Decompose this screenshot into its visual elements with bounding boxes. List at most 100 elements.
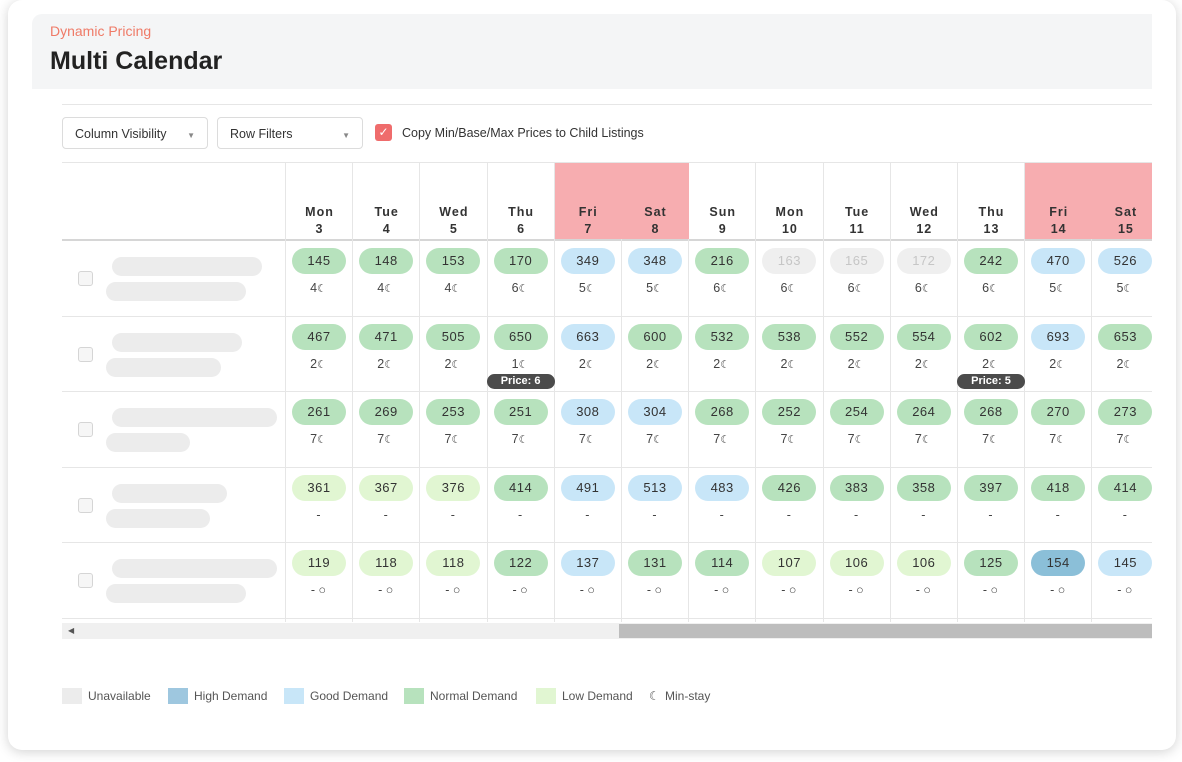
min-stay: 2☾ (1024, 357, 1091, 371)
min-stay: - (352, 508, 419, 522)
price-pill[interactable]: 426 (762, 474, 817, 501)
price-pill[interactable]: 145 (1098, 550, 1152, 576)
row-filters-label: Row Filters (230, 127, 293, 141)
price-pill[interactable]: 118 (359, 550, 414, 576)
price-pill[interactable]: 122 (493, 550, 548, 576)
row-checkbox[interactable] (78, 422, 93, 437)
price-pill[interactable]: 270 (1031, 399, 1086, 425)
price-pill[interactable]: 397 (964, 474, 1018, 501)
day-header[interactable]: Thu 6 (488, 163, 555, 239)
scroll-thumb[interactable] (619, 624, 1152, 638)
price-pill[interactable]: 414 (1098, 474, 1152, 501)
price-pill[interactable]: 106 (896, 550, 951, 576)
price-pill[interactable]: 663 (560, 323, 615, 350)
price-pill[interactable]: 137 (560, 550, 615, 576)
price-pill[interactable]: 251 (493, 399, 548, 425)
price-pill[interactable]: 107 (762, 550, 817, 576)
price-pill[interactable]: 532 (695, 323, 750, 350)
row-checkbox[interactable] (78, 271, 93, 286)
price-pill[interactable]: 252 (762, 399, 817, 425)
day-header[interactable]: Fri 14 (1025, 163, 1093, 239)
price-pill[interactable]: 471 (359, 323, 414, 350)
day-header[interactable]: Wed 5 (420, 163, 487, 239)
listing-subtitle-placeholder (106, 508, 210, 528)
price-pill[interactable]: 367 (359, 474, 414, 501)
price-pill[interactable]: 163 (762, 248, 817, 274)
price-pill[interactable]: 304 (628, 399, 682, 425)
price-pill[interactable]: 253 (426, 399, 481, 425)
price-pill[interactable]: 414 (493, 474, 548, 501)
day-header[interactable]: Tue 11 (824, 163, 891, 239)
price-pill[interactable]: 273 (1098, 399, 1152, 425)
price-pill[interactable]: 216 (695, 248, 750, 274)
price-pill[interactable]: 383 (829, 474, 884, 501)
price-pill[interactable]: 470 (1031, 248, 1086, 274)
price-pill[interactable]: 242 (964, 248, 1018, 274)
price-pill[interactable]: 148 (359, 248, 414, 274)
price-pill[interactable]: 268 (695, 399, 750, 425)
copy-prices-checkbox[interactable]: ✓ (375, 124, 392, 141)
price-pill[interactable]: 349 (560, 248, 615, 274)
day-header[interactable]: Sat 15 (1092, 163, 1152, 239)
price-pill[interactable]: 154 (1031, 550, 1086, 576)
min-stay: 6☾ (823, 281, 890, 295)
price-pill[interactable]: 467 (292, 323, 346, 350)
price-pill[interactable]: 505 (426, 323, 481, 350)
price-pill[interactable]: 114 (695, 550, 750, 576)
column-visibility-dropdown[interactable]: Column Visibility ▼ (62, 117, 208, 149)
price-pill[interactable]: 602 (964, 323, 1018, 350)
price-pill[interactable]: 264 (896, 399, 951, 425)
price-pill[interactable]: 145 (292, 248, 346, 274)
price-pill[interactable]: 119 (292, 550, 346, 576)
price-pill[interactable]: 261 (292, 399, 346, 425)
price-pill[interactable]: 165 (829, 248, 884, 274)
price-pill[interactable]: 600 (628, 323, 682, 350)
price-pill[interactable]: 308 (560, 399, 615, 425)
min-stay: - ○ (823, 583, 890, 597)
row-checkbox[interactable] (78, 346, 93, 362)
day-header[interactable]: Thu 13 (958, 163, 1025, 239)
price-pill[interactable]: 650 (493, 323, 548, 350)
price-pill[interactable]: 418 (1031, 474, 1086, 501)
price-pill[interactable]: 172 (896, 248, 951, 274)
day-header[interactable]: Sun 9 (689, 163, 756, 239)
column-divider (352, 162, 354, 622)
min-stay-value: 4 (310, 281, 318, 295)
price-pill[interactable]: 268 (964, 399, 1018, 425)
row-checkbox[interactable] (78, 497, 93, 513)
price-pill[interactable]: 361 (292, 474, 346, 501)
price-pill[interactable]: 483 (695, 474, 750, 501)
price-pill[interactable]: 376 (426, 474, 481, 501)
row-checkbox[interactable] (78, 573, 93, 588)
price-pill[interactable]: 118 (426, 550, 481, 576)
price-pill[interactable]: 538 (762, 323, 817, 350)
price-pill[interactable]: 106 (829, 550, 884, 576)
price-pill[interactable]: 153 (426, 248, 481, 274)
price-pill[interactable]: 554 (896, 323, 951, 350)
day-header[interactable]: Wed 12 (891, 163, 958, 239)
price-pill[interactable]: 693 (1031, 323, 1086, 350)
day-header[interactable]: Mon 10 (756, 163, 823, 239)
day-header[interactable]: Tue 4 (353, 163, 420, 239)
day-header[interactable]: Sat 8 (622, 163, 689, 239)
min-stay: - ○ (554, 583, 621, 597)
price-pill[interactable]: 254 (829, 399, 884, 425)
price-pill[interactable]: 269 (359, 399, 414, 425)
price-pill[interactable]: 131 (628, 550, 682, 576)
min-stay: 2☾ (957, 357, 1024, 371)
price-pill[interactable]: 526 (1098, 248, 1152, 274)
price-pill[interactable]: 552 (829, 323, 884, 350)
price-pill[interactable]: 125 (964, 550, 1018, 576)
moon-icon: ☾ (720, 358, 731, 371)
price-pill[interactable]: 348 (628, 248, 682, 274)
day-header[interactable]: Fri 7 (554, 163, 622, 239)
horizontal-scrollbar[interactable]: ◀ (62, 623, 1152, 639)
price-pill[interactable]: 170 (493, 248, 548, 274)
price-pill[interactable]: 358 (896, 474, 951, 501)
row-filters-dropdown[interactable]: Row Filters ▼ (217, 117, 363, 149)
day-header[interactable]: Mon 3 (286, 163, 353, 239)
price-pill[interactable]: 513 (628, 474, 682, 501)
price-pill[interactable]: 653 (1098, 323, 1152, 350)
price-pill[interactable]: 491 (560, 474, 615, 501)
scroll-left-arrow-icon[interactable]: ◀ (68, 626, 75, 635)
